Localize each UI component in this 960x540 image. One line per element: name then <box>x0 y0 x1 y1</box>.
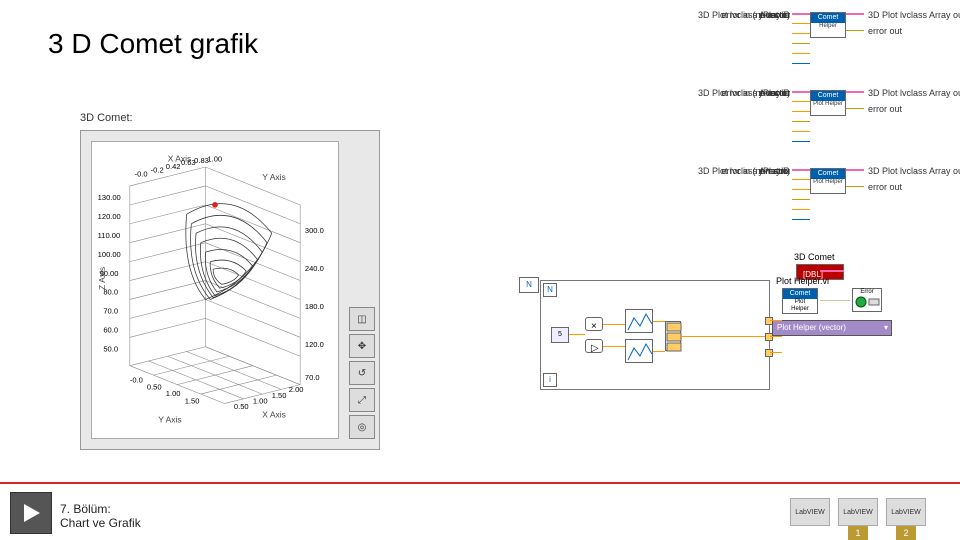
svg-text:80.0: 80.0 <box>103 288 118 297</box>
plot-btn-4[interactable]: ⤢ <box>349 388 375 412</box>
multiply-node: × <box>585 317 603 331</box>
term-label: error out <box>868 26 902 36</box>
plot-btn-5[interactable]: ◎ <box>349 415 375 439</box>
plot-btn-3[interactable]: ↺ <box>349 361 375 385</box>
comet-plot-area: X Axis Y Axis Z Axis Y Axis X Axis 130.0… <box>91 141 339 439</box>
polymorphic-selector-label: Plot Helper (vector) <box>777 323 846 332</box>
block-diagram-loop: N N i 5 × ▷ <box>540 280 770 390</box>
svg-text:Y Axis: Y Axis <box>262 172 285 182</box>
svg-text:60.0: 60.0 <box>103 326 118 335</box>
term-label: Plot ID <box>763 166 790 176</box>
svg-text:120.00: 120.00 <box>98 212 121 221</box>
svg-text:70.0: 70.0 <box>305 373 320 382</box>
svg-text:110.00: 110.00 <box>98 231 121 240</box>
add-node: ▷ <box>585 339 603 353</box>
svg-text:180.0: 180.0 <box>305 302 324 311</box>
term-label: 3D Plot lvclass Array out <box>868 10 960 20</box>
comet-vi-icon: Comet Helper <box>810 12 846 38</box>
cert-badge: LabVIEW <box>838 498 878 526</box>
labview-logo-icon <box>10 492 52 534</box>
footer-divider <box>0 482 960 484</box>
svg-text:-0.2: -0.2 <box>151 166 164 175</box>
chevron-down-icon: ▾ <box>884 321 888 335</box>
footer-text: 7. Bölüm: Chart ve Grafik <box>60 502 141 530</box>
vi-terminals-2: 3D Plot lvclass Array in x vector y vect… <box>690 88 950 158</box>
svg-text:0.50: 0.50 <box>147 382 162 391</box>
error-out: Error <box>852 288 882 312</box>
subvi-icon <box>625 339 653 363</box>
comet-3d-panel[interactable]: X Axis Y Axis Z Axis Y Axis X Axis 130.0… <box>80 130 380 450</box>
bd-ctrl-label: 3D Comet <box>794 252 835 262</box>
svg-text:90.00: 90.00 <box>100 269 119 278</box>
cert-badge: LabVIEW <box>886 498 926 526</box>
svg-text:2.00: 2.00 <box>289 385 304 394</box>
svg-text:50.0: 50.0 <box>103 345 118 354</box>
svg-text:-0.0: -0.0 <box>135 169 148 178</box>
comet-label: 3D Comet: <box>80 112 133 124</box>
svg-text:300.0: 300.0 <box>305 226 324 235</box>
svg-text:120.0: 120.0 <box>305 340 324 349</box>
svg-text:70.0: 70.0 <box>103 307 118 316</box>
svg-text:1.00: 1.00 <box>166 389 181 398</box>
term-label: 3D Plot lvclass Array out <box>868 166 960 176</box>
polymorphic-selector[interactable]: Plot Helper (vector) ▾ <box>772 320 892 336</box>
term-label: Plot ID <box>763 88 790 98</box>
svg-text:▷: ▷ <box>591 343 599 354</box>
slide-title: 3 D Comet grafik <box>48 28 258 60</box>
badge-num: 1 <box>848 526 868 540</box>
vi-terminals-3: 3D Plot lvclass Array in x matrix y matr… <box>690 166 950 236</box>
plot-tool-buttons: ◫ ✥ ↺ ⤢ ◎ <box>349 307 375 439</box>
svg-text:0.50: 0.50 <box>234 402 249 411</box>
svg-text:1.50: 1.50 <box>272 391 287 400</box>
footer-line2: Chart ve Grafik <box>60 516 141 530</box>
numeric-constant: 5 <box>551 327 569 343</box>
comet-3d-svg: X Axis Y Axis Z Axis Y Axis X Axis 130.0… <box>92 142 338 438</box>
svg-text:Y Axis: Y Axis <box>158 414 181 424</box>
loop-n-terminal: N <box>519 277 539 293</box>
footer-line1: 7. Bölüm: <box>60 502 141 516</box>
badge-num: 2 <box>896 526 916 540</box>
term-label: error out <box>868 104 902 114</box>
svg-text:X Axis: X Axis <box>262 410 286 420</box>
subvi-icon <box>625 309 653 333</box>
vi-terminals-1: 3D Plot lvclass Array in x vector y vect… <box>690 10 950 80</box>
svg-text:0.42: 0.42 <box>166 162 181 171</box>
bd-plot-helper-title: Plot Helper.vi <box>776 276 829 286</box>
tunnel <box>765 349 773 357</box>
svg-text:×: × <box>591 321 597 332</box>
svg-text:-0.0: -0.0 <box>130 376 143 385</box>
svg-text:1.50: 1.50 <box>185 397 200 406</box>
comet-vi-icon: Comet Plot Helper <box>810 168 846 194</box>
term-label: error out <box>868 182 902 192</box>
svg-text:1.00: 1.00 <box>253 397 268 406</box>
svg-text:130.00: 130.00 <box>98 193 121 202</box>
plot-btn-1[interactable]: ◫ <box>349 307 375 331</box>
cert-badge: LabVIEW <box>790 498 830 526</box>
loop-i: i <box>543 373 557 387</box>
plot-helper-vi: Comet PlotHelper <box>782 288 818 314</box>
term-label: Plot ID <box>763 10 790 20</box>
build-array <box>665 321 681 351</box>
term-label: 3D Plot lvclass Array out <box>868 88 960 98</box>
svg-text:240.0: 240.0 <box>305 264 324 273</box>
plot-btn-2[interactable]: ✥ <box>349 334 375 358</box>
svg-text:100.00: 100.00 <box>98 250 121 259</box>
loop-count: N <box>543 283 557 297</box>
comet-vi-icon: Comet Plot Helper <box>810 90 846 116</box>
svg-text:1.00: 1.00 <box>207 154 222 163</box>
